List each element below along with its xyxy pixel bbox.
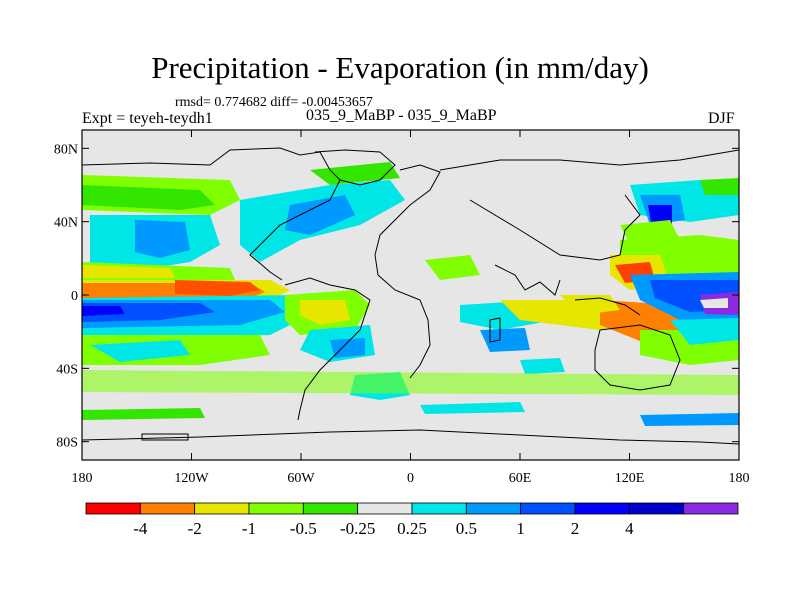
x-tick-label: 60W xyxy=(287,471,315,486)
field-region xyxy=(640,413,739,426)
coastline xyxy=(469,194,641,261)
field-region xyxy=(620,220,680,245)
coastline xyxy=(284,277,371,421)
colorbar-swatch xyxy=(357,502,413,515)
subtitle: 035_9_MaBP - 035_9_MaBP xyxy=(306,107,497,124)
coastline xyxy=(374,164,441,379)
stats-line: rmsd= 0.774682 diff= -0.00453657 xyxy=(175,95,373,110)
x-tick-label: 60E xyxy=(509,471,532,486)
coastline xyxy=(141,433,189,441)
colorbar-label: 0.5 xyxy=(456,519,477,538)
x-tick-label: 180 xyxy=(72,471,93,486)
colorbar-swatch xyxy=(139,502,196,515)
colorbar-swatch xyxy=(574,502,630,515)
field-region xyxy=(520,358,565,374)
y-tick-label: 80N xyxy=(54,142,78,157)
colorbar-label: 0.25 xyxy=(397,519,427,538)
x-tick-label: 180 xyxy=(729,471,750,486)
colorbar-swatch xyxy=(628,502,685,515)
colorbar-label: -4 xyxy=(133,519,148,538)
y-tick-label: 40S xyxy=(56,362,78,377)
precip-evap-field xyxy=(82,162,739,426)
coastlines xyxy=(82,147,739,445)
y-tick-label: 0 xyxy=(71,289,78,304)
field-region xyxy=(175,280,260,296)
coastline xyxy=(489,317,501,343)
experiment-label: Expt = teyeh-teydh1 xyxy=(82,110,213,127)
field-region xyxy=(82,185,215,210)
field-region xyxy=(425,255,480,280)
coastline xyxy=(314,149,396,186)
colorbar-swatch xyxy=(520,502,576,515)
coastline xyxy=(594,324,681,391)
field-region xyxy=(82,265,175,278)
coastline xyxy=(82,429,739,445)
map-axes: 80N 40N 0 40S 80S 180 120W 60W 0 60E 120E 180 xyxy=(54,130,750,486)
x-tick-label: 120W xyxy=(174,471,209,486)
coastline xyxy=(574,297,641,316)
colorbar-label: 1 xyxy=(516,519,525,538)
y-tick-label: 80S xyxy=(56,436,78,451)
field-region xyxy=(310,162,400,185)
field-region xyxy=(670,318,739,345)
colorbar: -4 -2 -1 -0.5 -0.25 0.25 0.5 1 2 4 xyxy=(85,502,739,538)
colorbar-swatch xyxy=(85,502,141,515)
colorbar-swatch xyxy=(194,502,250,515)
colorbar-swatch xyxy=(302,502,359,515)
field-region xyxy=(700,178,739,195)
colorbar-swatch xyxy=(683,502,739,515)
season-label: DJF xyxy=(708,110,735,127)
colorbar-label: -0.25 xyxy=(340,519,375,538)
colorbar-label: -2 xyxy=(188,519,202,538)
field-region xyxy=(82,370,739,395)
field-region xyxy=(700,298,728,308)
colorbar-swatch xyxy=(248,502,304,515)
field-region xyxy=(135,220,190,258)
colorbar-label: 4 xyxy=(625,519,634,538)
field-region xyxy=(285,195,355,235)
x-tick-label: 0 xyxy=(407,471,414,486)
colorbar-label: -1 xyxy=(242,519,256,538)
colorbar-swatch xyxy=(465,502,522,515)
field-region xyxy=(480,328,530,352)
field-region xyxy=(420,402,525,414)
y-tick-label: 40N xyxy=(54,216,78,231)
coastline xyxy=(494,264,561,296)
field-region xyxy=(300,300,350,325)
colorbar-swatch xyxy=(411,502,467,515)
colorbar-label: 2 xyxy=(571,519,580,538)
field-region xyxy=(82,306,125,316)
x-tick-label: 120E xyxy=(615,471,645,486)
field-region xyxy=(330,338,365,358)
colorbar-label: -0.5 xyxy=(290,519,317,538)
plot-title: Precipitation - Evaporation (in mm/day) xyxy=(151,50,649,85)
field-region xyxy=(90,340,190,362)
field-region xyxy=(82,408,205,420)
coastline xyxy=(439,149,739,171)
